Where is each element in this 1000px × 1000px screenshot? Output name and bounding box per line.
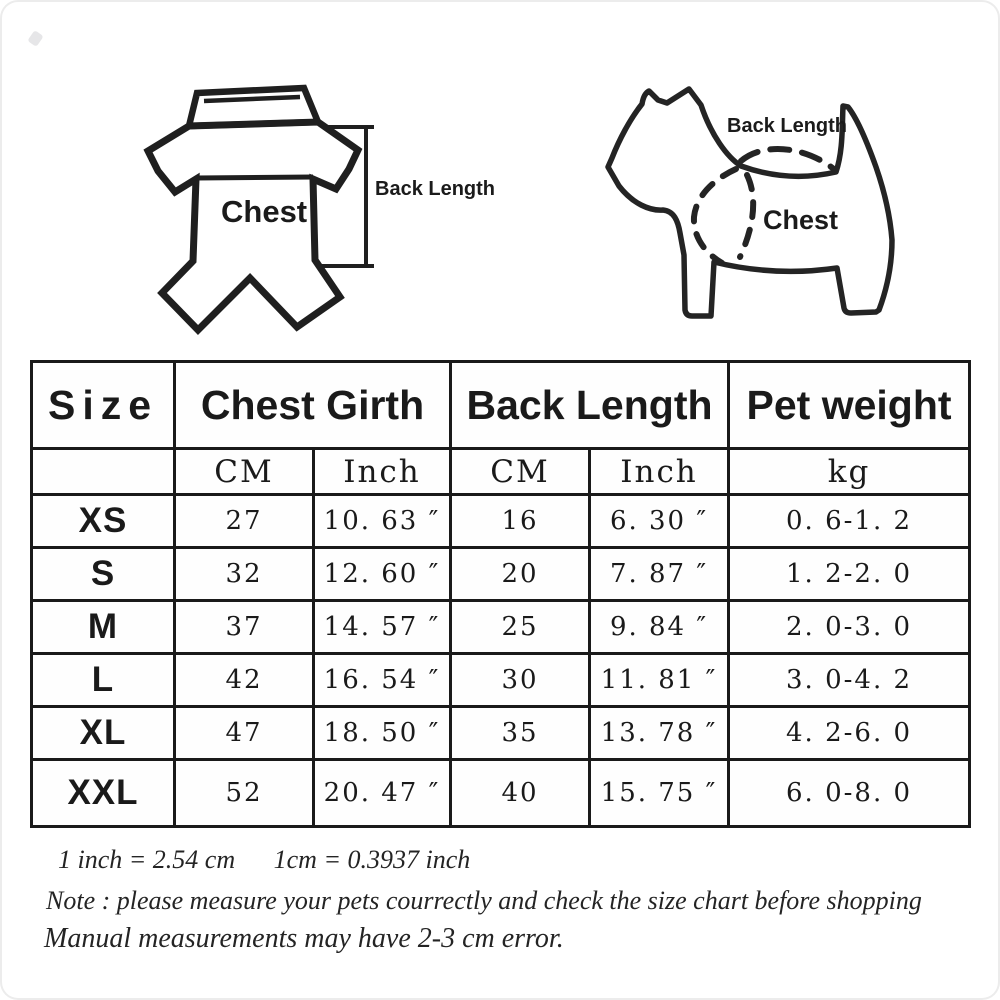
chest-cm-cell: 32 — [173, 546, 315, 602]
back-inch-cell: 11. 81 ″ — [587, 652, 731, 708]
pet-weight-cell: 6. 0-8. 0 — [727, 758, 972, 828]
size-cell: XXL — [30, 758, 176, 828]
error-note: Manual measurements may have 2-3 cm erro… — [44, 923, 564, 954]
dog-outline-path — [605, 86, 895, 319]
size-cell: L — [30, 652, 176, 708]
table-unit-row: CM Inch CM Inch kg — [30, 447, 972, 496]
pet-weight-cell: 3. 0-4. 2 — [727, 652, 972, 708]
table-header-row: Size Chest Girth Back Length Pet weight — [30, 360, 972, 450]
back-cm-unit-header: CM — [449, 447, 591, 496]
back-length-column-header: Back Length — [448, 360, 731, 450]
size-row-s: S 32 12. 60 ″ 20 7. 87 ″ 1. 2-2. 0 — [30, 546, 972, 602]
weight-kg-unit-header: kg — [727, 447, 972, 496]
back-inch-unit-header: Inch — [587, 447, 731, 496]
chest-inch-cell: 12. 60 ″ — [312, 546, 452, 602]
back-cm-cell: 25 — [449, 599, 591, 655]
size-row-l: L 42 16. 54 ″ 30 11. 81 ″ 3. 0-4. 2 — [30, 652, 972, 708]
dog-back-length-label: Back Length — [727, 115, 848, 137]
back-inch-cell: 7. 87 ″ — [587, 546, 731, 602]
garment-diagram — [143, 84, 374, 335]
chest-cm-cell: 37 — [173, 599, 315, 655]
pet-weight-cell: 2. 0-3. 0 — [727, 599, 972, 655]
back-inch-cell: 15. 75 ″ — [587, 758, 731, 828]
dog-chest-dashed-front — [690, 166, 739, 266]
dog-back-length-dashed-arc — [738, 146, 838, 173]
chest-inch-cell: 16. 54 ″ — [312, 652, 452, 708]
chest-inch-cell: 20. 47 ″ — [312, 758, 452, 828]
size-cell: S — [30, 546, 176, 602]
chest-cm-cell: 42 — [173, 652, 315, 708]
garment-outline-path — [143, 118, 363, 335]
empty-unit-cell — [30, 447, 176, 496]
cm-to-inch-conversion: 1cm = 0.3937 inch — [273, 845, 471, 874]
pet-weight-cell: 1. 2-2. 0 — [727, 546, 972, 602]
garment-chest-seam-line — [195, 174, 314, 181]
size-cell: XL — [30, 705, 176, 761]
chest-cm-cell: 27 — [173, 493, 315, 549]
garment-collar-inner-line — [203, 94, 301, 104]
back-inch-cell: 13. 78 ″ — [587, 705, 731, 761]
inch-to-cm-conversion: 1 inch = 2.54 cm — [58, 845, 236, 874]
size-table-body: XS 27 10. 63 ″ 16 6. 30 ″ 0. 6-1. 2 S 32 12. 60 … — [30, 493, 972, 828]
size-row-m: M 37 14. 57 ″ 25 9. 84 ″ 2. 0-3. 0 — [30, 599, 972, 655]
back-cm-cell: 35 — [449, 705, 591, 761]
back-cm-cell: 40 — [449, 758, 591, 828]
back-cm-cell: 20 — [449, 546, 591, 602]
dog-diagram — [605, 86, 895, 319]
chest-cm-cell: 47 — [173, 705, 315, 761]
size-column-header: Size — [30, 360, 176, 450]
size-row-xxl: XXL 52 20. 47 ″ 40 15. 75 ″ 6. 0-8. 0 — [30, 758, 972, 828]
chest-girth-column-header: Chest Girth — [173, 360, 452, 450]
dog-chest-dashed-back — [737, 172, 757, 260]
chest-inch-cell: 14. 57 ″ — [312, 599, 452, 655]
size-row-xl: XL 47 18. 50 ″ 35 13. 78 ″ 4. 2-6. 0 — [30, 705, 972, 761]
pet-weight-column-header: Pet weight — [727, 360, 972, 450]
back-cm-cell: 16 — [449, 493, 591, 549]
size-cell: M — [30, 599, 176, 655]
conversion-note: 1 inch = 2.54 cm 1cm = 0.3937 inch — [58, 845, 470, 875]
garment-back-length-label: Back Length — [375, 178, 496, 200]
pet-weight-cell: 0. 6-1. 2 — [727, 493, 972, 549]
garment-chest-label: Chest — [221, 194, 308, 229]
pet-weight-cell: 4. 2-6. 0 — [727, 705, 972, 761]
chest-inch-unit-header: Inch — [312, 447, 452, 496]
back-length-bracket — [322, 125, 374, 268]
measurement-diagrams — [143, 84, 895, 335]
back-inch-cell: 9. 84 ″ — [587, 599, 731, 655]
chest-cm-unit-header: CM — [173, 447, 315, 496]
size-row-xs: XS 27 10. 63 ″ 16 6. 30 ″ 0. 6-1. 2 — [30, 493, 972, 549]
size-cell: XS — [30, 493, 176, 549]
chest-cm-cell: 52 — [173, 758, 315, 828]
chest-inch-cell: 10. 63 ″ — [312, 493, 452, 549]
chest-inch-cell: 18. 50 ″ — [312, 705, 452, 761]
size-table: Size Chest Girth Back Length Pet weight … — [30, 360, 972, 828]
back-cm-cell: 30 — [449, 652, 591, 708]
back-inch-cell: 6. 30 ″ — [587, 493, 731, 549]
dog-chest-label: Chest — [763, 205, 839, 235]
measure-note: Note : please measure your pets courrect… — [46, 886, 922, 915]
